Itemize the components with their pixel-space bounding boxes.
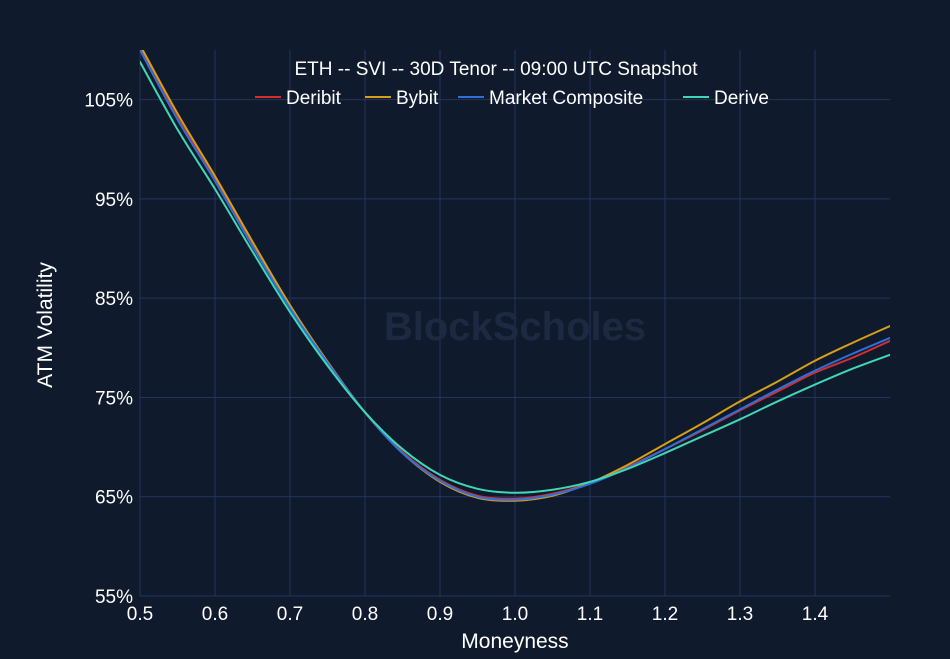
watermark: BlockScholes	[384, 305, 646, 349]
x-tick-label: 1.1	[577, 604, 603, 625]
x-tick-label: 0.5	[127, 604, 153, 625]
series-line-bybit	[141, 50, 890, 502]
y-tick-label: 105%	[84, 91, 133, 112]
legend-item-bybit[interactable]: Bybit	[365, 88, 439, 109]
y-tick-label: 55%	[95, 587, 133, 608]
series-line-derive	[140, 60, 890, 494]
legend-item-deribit[interactable]: Deribit	[255, 88, 342, 109]
legend-label: Deribit	[286, 88, 342, 109]
y-tick-label: 95%	[95, 190, 133, 211]
y-tick-label: 65%	[95, 488, 133, 509]
series-layer	[140, 50, 890, 502]
y-tick-label: 75%	[95, 388, 133, 409]
tick-layer: 0.5 0.6 0.7 0.8 0.9 1.0 1.1 1.2 1.3 1.4 55% 65% 75% 8…	[84, 91, 828, 625]
x-tick-label: 0.9	[427, 604, 453, 625]
y-tick-label: 85%	[95, 289, 133, 310]
legend-label: Bybit	[396, 88, 439, 109]
x-tick-label: 0.6	[202, 604, 228, 625]
x-tick-label: 1.4	[802, 604, 829, 625]
legend-label: Derive	[714, 88, 769, 109]
x-tick-label: 1.0	[502, 604, 528, 625]
x-tick-label: 1.3	[727, 604, 753, 625]
series-line-market-composite	[140, 50, 890, 501]
x-tick-label: 0.8	[352, 604, 378, 625]
legend: Deribit Bybit Market Composite Derive	[255, 88, 769, 109]
x-tick-label: 0.7	[277, 604, 303, 625]
legend-label: Market Composite	[489, 88, 643, 109]
chart-title: ETH -- SVI -- 30D Tenor -- 09:00 UTC Sna…	[294, 59, 698, 80]
x-axis-title: Moneyness	[461, 630, 568, 653]
legend-item-market-composite[interactable]: Market Composite	[458, 88, 643, 109]
x-tick-label: 1.2	[652, 604, 678, 625]
y-axis-title: ATM Volatility	[34, 262, 57, 388]
legend-item-derive[interactable]: Derive	[683, 88, 769, 109]
